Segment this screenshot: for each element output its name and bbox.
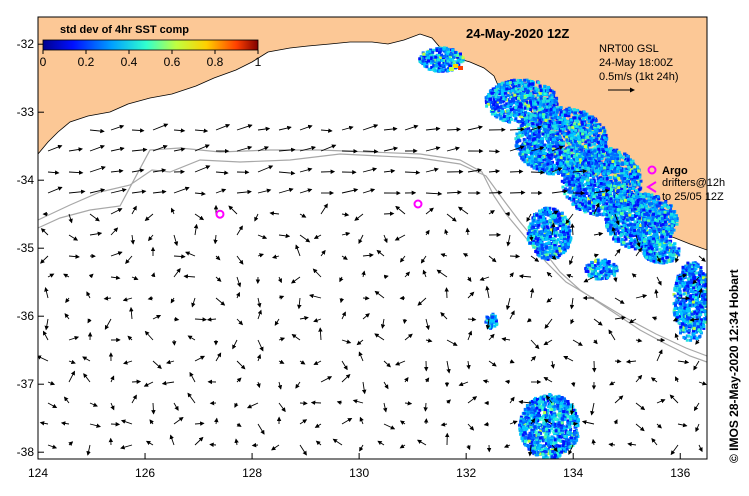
colorbar-title: std dev of 4hr SST comp <box>60 24 189 36</box>
drifter-legend-icon <box>646 181 657 193</box>
colorbar-tick-label: 0.4 <box>121 55 138 69</box>
map-title: 24-May-2020 12Z <box>466 26 569 41</box>
colorbar-ramp <box>42 39 259 51</box>
argo-float-markers <box>215 199 423 219</box>
shelf-contour-200m <box>38 153 707 363</box>
lon-tick-label: 126 <box>135 466 155 480</box>
lat-tick-label: -34 <box>17 173 35 187</box>
sst-stddev-patches <box>418 46 707 459</box>
current-time-label: 24-May 18:00Z <box>599 57 673 69</box>
lat-tick-label: -37 <box>17 377 35 391</box>
drifter-legend-label-2: to 25/05 12Z <box>662 191 724 203</box>
lon-tick-label: 136 <box>670 466 690 480</box>
colorbar-tick-label: 0.8 <box>207 55 224 69</box>
lon-tick-label: 134 <box>563 466 583 480</box>
surface-current-vectors <box>38 123 707 457</box>
drifter-legend-label-1: drifters@12h <box>662 177 725 189</box>
lon-tick-label: 130 <box>349 466 369 480</box>
lat-tick-label: -33 <box>17 105 35 119</box>
colorbar-tick-label: 0.2 <box>78 55 95 69</box>
current-scale-label: 0.5m/s (1kt 24h) <box>599 71 678 83</box>
lat-tick-label: -35 <box>17 241 35 255</box>
argo-float-marker <box>215 209 225 219</box>
current-info-box: NRT00 GSL 24-May 18:00Z 0.5m/s (1kt 24h) <box>599 43 678 93</box>
lat-tick-label: -38 <box>17 445 35 459</box>
argo-float-marker <box>413 199 423 209</box>
lon-tick-label: 132 <box>456 466 476 480</box>
float-legend: Argo drifters@12h to 25/05 12Z <box>646 165 725 203</box>
current-product-label: NRT00 GSL <box>599 43 659 55</box>
plot-frame <box>37 16 708 460</box>
lon-tick-label: 124 <box>28 466 48 480</box>
colorbar-tick-label: 0.6 <box>164 55 181 69</box>
imos-credit: © IMOS 28-May-2020 12:34 Hobart <box>727 269 741 463</box>
colorbar: std dev of 4hr SST comp 0 0.2 0.4 0.6 0.8 1 <box>40 24 262 69</box>
longitude-axis: 124 126 128 130 132 134 136 <box>28 453 691 480</box>
latitude-axis: -32 -33 -34 -35 -36 -37 -38 <box>17 37 44 459</box>
argo-legend-icon <box>647 165 657 175</box>
lon-tick-label: 128 <box>242 466 262 480</box>
colorbar-tick-label: 0 <box>40 55 47 69</box>
argo-legend-label: Argo <box>662 165 688 177</box>
colorbar-tick-label: 1 <box>255 55 262 69</box>
lat-tick-label: -32 <box>17 37 35 51</box>
lat-tick-label: -36 <box>17 309 35 323</box>
